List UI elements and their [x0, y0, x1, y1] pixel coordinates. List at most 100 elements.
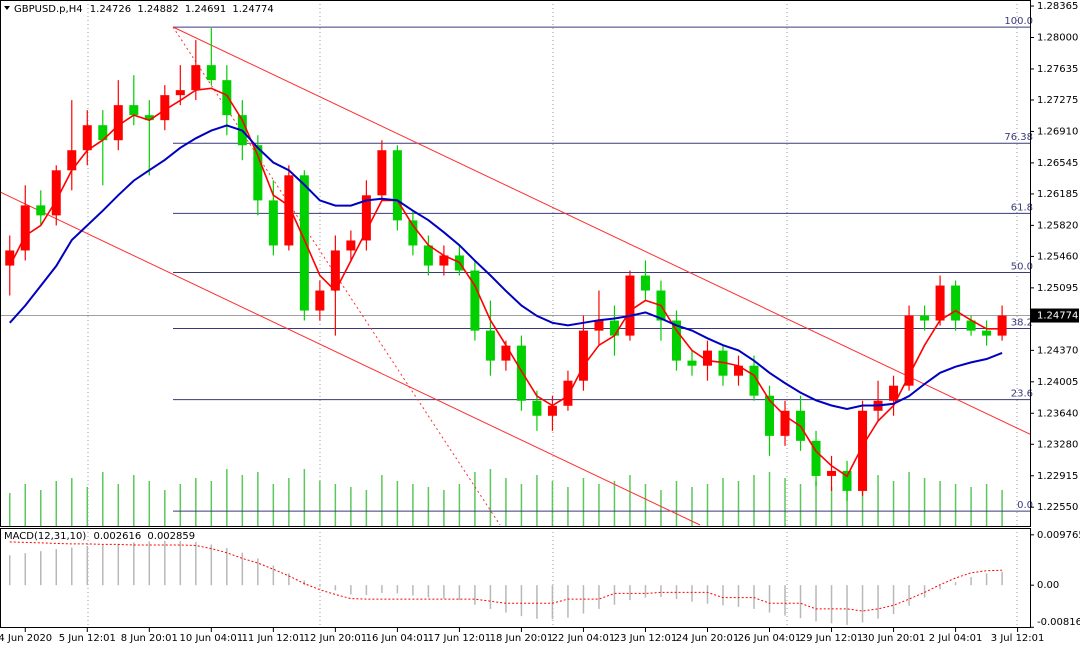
candle-body	[780, 410, 790, 436]
moving-average	[9, 87, 1003, 478]
macd-bar	[784, 585, 786, 616]
y-tick-label: 1.28365	[1037, 1, 1078, 12]
candle-body	[858, 410, 868, 491]
candle-body	[765, 395, 775, 436]
fib-trendline	[172, 26, 501, 526]
macd-bar	[24, 553, 27, 586]
macd-bar	[148, 541, 151, 586]
header-high: 1.24882	[137, 4, 178, 15]
volume-bar	[443, 490, 445, 526]
macd-bar	[303, 580, 306, 586]
volume-bar	[830, 487, 833, 526]
candle-body	[299, 175, 309, 311]
macd-bar	[861, 585, 864, 623]
candle-body	[20, 205, 30, 251]
candle-body	[160, 95, 170, 121]
fib-label: 76.38	[1004, 132, 1033, 143]
volume-bar	[71, 478, 73, 526]
x-tick-label: 8 Jun 20:01	[121, 633, 178, 644]
volume-bar	[737, 481, 740, 526]
candle-body	[439, 255, 449, 266]
candle-body	[191, 65, 201, 91]
macd-bar	[567, 585, 569, 618]
candle-body	[935, 285, 945, 321]
candle-body	[749, 365, 759, 396]
menu-triangle[interactable]	[4, 6, 10, 10]
macd-bar	[830, 585, 833, 624]
macd-bar	[954, 582, 957, 586]
macd-y-tick-label: 0.009765	[1037, 530, 1080, 541]
volume-bar	[536, 475, 538, 526]
macd-bar	[272, 565, 275, 586]
macd-bar	[582, 585, 585, 614]
macd-bar	[505, 585, 507, 613]
vertical-grid	[87, 0, 1018, 628]
macd-bar	[1001, 571, 1003, 586]
x-tick-label: 2 Jul 04:01	[929, 633, 983, 644]
volume-bar	[722, 478, 724, 526]
volume-bar	[195, 478, 197, 526]
volume-bar	[644, 484, 647, 526]
candle-body	[408, 220, 418, 246]
moving-average-layer	[9, 87, 1003, 478]
candle-body	[501, 345, 511, 361]
volume-bar	[675, 481, 678, 526]
macd-bar	[551, 585, 554, 620]
macd-bar	[722, 585, 724, 606]
fib-label: 23.6	[1011, 389, 1033, 400]
volume-bar	[474, 472, 476, 526]
macd-bar	[939, 585, 941, 590]
candle-body	[361, 195, 371, 241]
macd-bar	[908, 585, 910, 606]
volume-bar	[303, 469, 306, 526]
macd-signal-value: 0.002859	[147, 531, 195, 542]
macd-signal	[9, 541, 1003, 612]
candle-body	[687, 360, 697, 366]
y-tick-label: 1.25820	[1037, 220, 1078, 231]
volume-bar	[210, 481, 213, 526]
candle-body	[625, 275, 635, 336]
x-tick-label: 18 Jun 20:01	[490, 633, 554, 644]
candle-body	[920, 315, 930, 321]
candle-body	[113, 105, 123, 141]
y-tick-label: 1.27275	[1037, 95, 1078, 106]
candle-body	[904, 315, 914, 386]
fib-label: 100.0	[1004, 16, 1033, 27]
macd-bar	[970, 576, 972, 586]
macd-bar	[396, 585, 399, 594]
candle-body	[36, 205, 46, 216]
macd-bar	[474, 585, 476, 605]
y-tick-label: 1.23640	[1037, 408, 1078, 419]
macd-main-value: 0.002616	[94, 531, 142, 542]
macd-bar	[365, 585, 368, 595]
macd-bar	[691, 585, 693, 602]
candle-body	[563, 380, 573, 406]
candle-body	[346, 240, 356, 251]
volume-bar	[582, 478, 585, 526]
candle-body	[377, 150, 387, 196]
volume-bar	[706, 484, 709, 526]
x-tick-label: 16 Jun 04:01	[366, 633, 430, 644]
candle-body	[966, 320, 976, 331]
candle-body	[315, 290, 325, 311]
macd-bar	[179, 540, 182, 586]
candle-body	[330, 250, 340, 291]
x-tick-label: 17 Jun 12:01	[428, 633, 492, 644]
y-tick-label: 1.25460	[1037, 251, 1078, 262]
volume-bar	[598, 484, 600, 526]
macd-bar	[768, 585, 771, 613]
macd-bar	[846, 585, 848, 625]
y-tick-label: 1.26910	[1037, 126, 1078, 137]
macd-bar	[117, 543, 120, 586]
macd-bar	[381, 585, 383, 593]
current-price-label: 1.24774	[1037, 311, 1078, 322]
volume-bar	[567, 487, 569, 526]
candle-body	[671, 320, 681, 361]
macd-bar	[923, 585, 926, 598]
macd-bar	[799, 585, 802, 619]
volume-bar	[55, 481, 58, 526]
macd-bar	[195, 541, 197, 586]
candle-body	[284, 175, 294, 246]
y-tick-label: 1.24370	[1037, 345, 1078, 356]
